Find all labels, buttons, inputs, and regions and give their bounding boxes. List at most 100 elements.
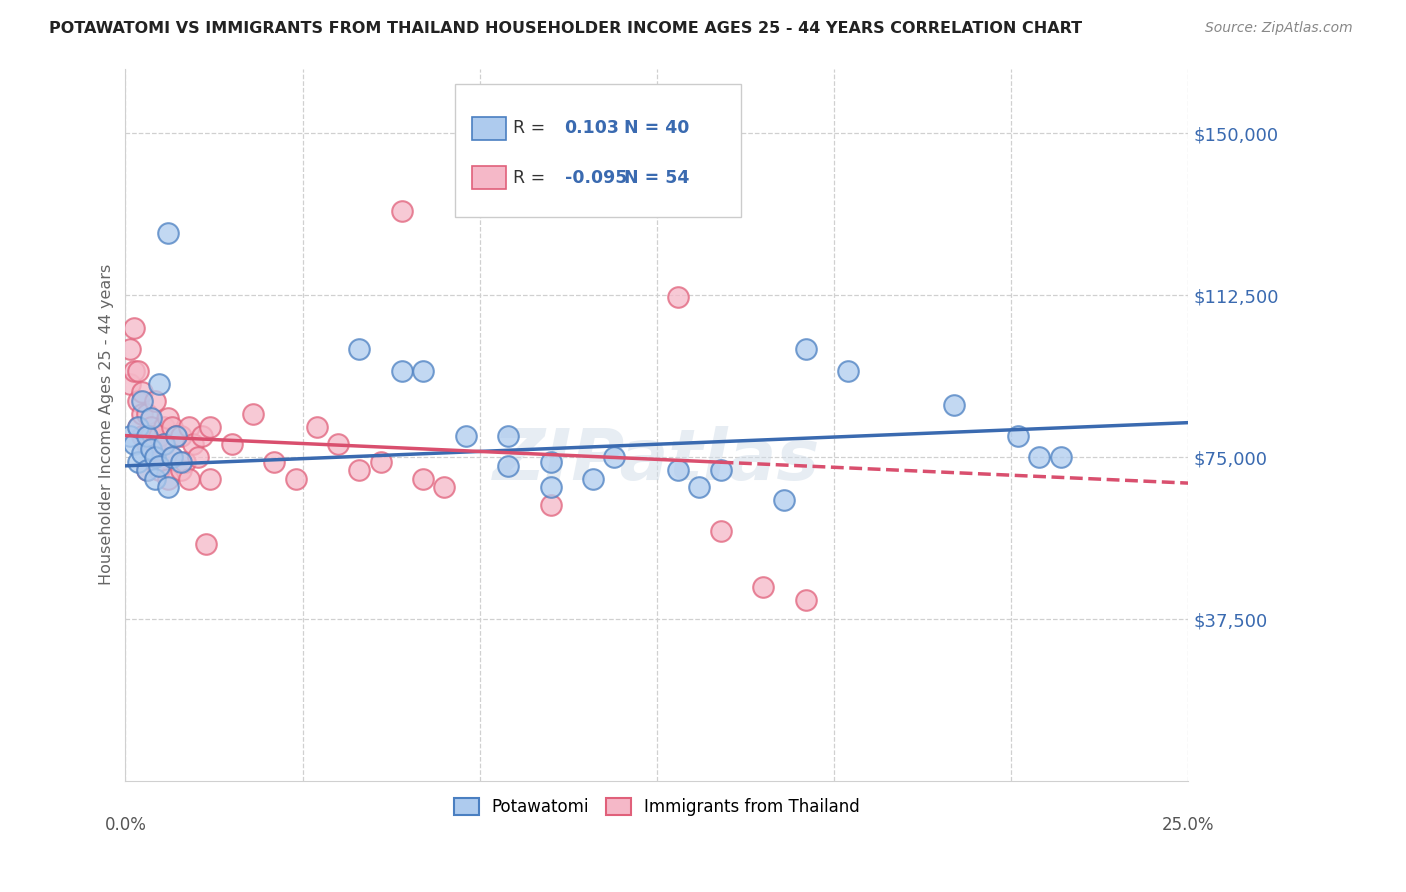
- Point: [221, 437, 243, 451]
- Text: 25.0%: 25.0%: [1161, 815, 1215, 834]
- Point: [540, 454, 562, 468]
- Point: [156, 480, 179, 494]
- Point: [127, 420, 149, 434]
- Point: [496, 458, 519, 473]
- Point: [794, 592, 817, 607]
- Point: [166, 428, 188, 442]
- Point: [156, 472, 179, 486]
- Point: [139, 428, 162, 442]
- Point: [263, 454, 285, 468]
- Point: [131, 385, 153, 400]
- Point: [412, 472, 434, 486]
- Point: [1007, 428, 1029, 442]
- Point: [122, 364, 145, 378]
- Point: [195, 536, 218, 550]
- Point: [143, 472, 166, 486]
- Text: R =: R =: [513, 120, 546, 137]
- Point: [127, 454, 149, 468]
- Point: [666, 463, 689, 477]
- Point: [710, 524, 733, 538]
- Point: [305, 420, 328, 434]
- Text: 0.103: 0.103: [565, 120, 620, 137]
- Point: [152, 437, 174, 451]
- Point: [943, 398, 966, 412]
- Point: [242, 407, 264, 421]
- Point: [139, 411, 162, 425]
- Point: [135, 463, 157, 477]
- Point: [143, 454, 166, 468]
- Point: [433, 480, 456, 494]
- Point: [326, 437, 349, 451]
- Point: [160, 450, 183, 465]
- Legend: Potawatomi, Immigrants from Thailand: Potawatomi, Immigrants from Thailand: [447, 791, 866, 822]
- Text: Source: ZipAtlas.com: Source: ZipAtlas.com: [1205, 21, 1353, 35]
- Point: [284, 472, 307, 486]
- Point: [148, 428, 170, 442]
- Point: [122, 320, 145, 334]
- Point: [710, 463, 733, 477]
- Point: [191, 428, 214, 442]
- Point: [179, 472, 201, 486]
- Point: [131, 407, 153, 421]
- Point: [391, 364, 413, 378]
- Point: [170, 454, 193, 468]
- Text: POTAWATOMI VS IMMIGRANTS FROM THAILAND HOUSEHOLDER INCOME AGES 25 - 44 YEARS COR: POTAWATOMI VS IMMIGRANTS FROM THAILAND H…: [49, 21, 1083, 36]
- Point: [143, 450, 166, 465]
- Point: [794, 343, 817, 357]
- Point: [200, 472, 222, 486]
- Text: 0.0%: 0.0%: [104, 815, 146, 834]
- Text: ZIPatlas: ZIPatlas: [494, 426, 821, 495]
- Point: [582, 472, 605, 486]
- Point: [118, 343, 141, 357]
- Point: [139, 442, 162, 456]
- Point: [160, 450, 183, 465]
- Point: [148, 458, 170, 473]
- Point: [156, 411, 179, 425]
- Point: [496, 428, 519, 442]
- Point: [688, 480, 710, 494]
- Y-axis label: Householder Income Ages 25 - 44 years: Householder Income Ages 25 - 44 years: [100, 264, 114, 585]
- Point: [118, 376, 141, 391]
- Point: [200, 420, 222, 434]
- Text: N = 54: N = 54: [624, 169, 689, 186]
- Point: [391, 204, 413, 219]
- Point: [122, 437, 145, 451]
- Point: [127, 394, 149, 409]
- Point: [135, 437, 157, 451]
- Point: [135, 407, 157, 421]
- Point: [174, 454, 197, 468]
- Point: [135, 428, 157, 442]
- Point: [143, 437, 166, 451]
- Point: [179, 420, 201, 434]
- Point: [183, 437, 205, 451]
- Point: [1049, 450, 1071, 465]
- Point: [187, 450, 209, 465]
- Point: [837, 364, 859, 378]
- Point: [127, 364, 149, 378]
- Point: [370, 454, 392, 468]
- Point: [540, 498, 562, 512]
- Point: [135, 463, 157, 477]
- Point: [752, 580, 775, 594]
- Point: [156, 226, 179, 240]
- Point: [143, 394, 166, 409]
- Point: [666, 290, 689, 304]
- Point: [160, 420, 183, 434]
- Point: [603, 450, 626, 465]
- Point: [131, 446, 153, 460]
- Point: [127, 420, 149, 434]
- Point: [166, 428, 188, 442]
- Point: [1028, 450, 1050, 465]
- Point: [148, 376, 170, 391]
- Point: [118, 428, 141, 442]
- Text: N = 40: N = 40: [624, 120, 689, 137]
- Point: [170, 463, 193, 477]
- Point: [152, 420, 174, 434]
- Point: [349, 463, 371, 477]
- Point: [131, 428, 153, 442]
- Point: [773, 493, 796, 508]
- Point: [412, 364, 434, 378]
- Point: [148, 463, 170, 477]
- Point: [152, 437, 174, 451]
- Text: -0.095: -0.095: [565, 169, 627, 186]
